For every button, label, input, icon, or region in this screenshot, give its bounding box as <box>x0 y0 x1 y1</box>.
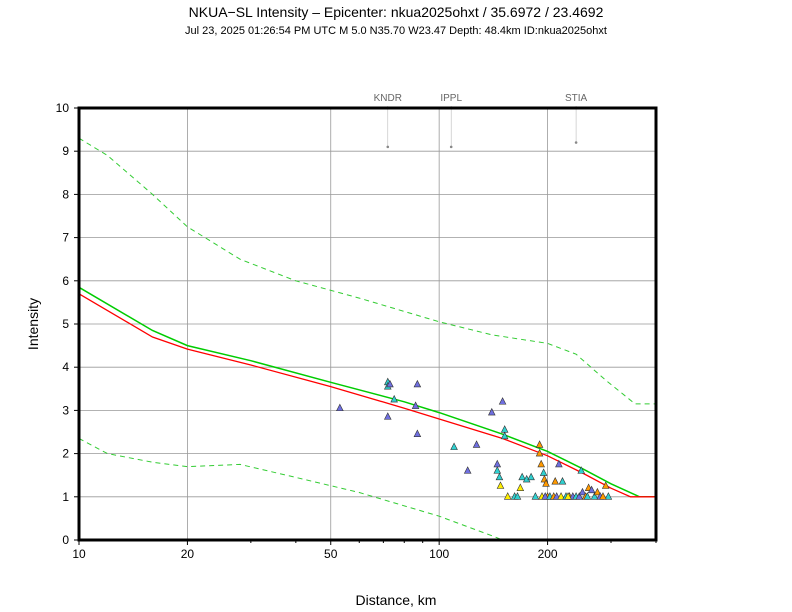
lower-bound-line <box>78 438 503 541</box>
data-point <box>599 492 607 500</box>
data-point <box>564 492 572 500</box>
data-point <box>604 492 613 500</box>
data-point <box>537 459 545 468</box>
model-lines <box>78 137 656 541</box>
data-point <box>500 425 509 433</box>
data-point <box>578 487 587 496</box>
y-tick-label: 8 <box>62 187 69 201</box>
data-point <box>555 459 563 468</box>
upper-bound-line <box>78 137 656 405</box>
chart-subtitle: Jul 23, 2025 01:26:54 PM UTC M 5.0 N35.7… <box>185 25 607 37</box>
data-point <box>542 479 550 487</box>
y-tick-label: 1 <box>62 490 69 504</box>
data-point <box>498 397 507 405</box>
data-point <box>495 472 504 481</box>
red-mean-line <box>78 293 656 498</box>
data-point <box>493 466 502 474</box>
data-point <box>390 394 398 403</box>
station-label: IPPL <box>440 93 462 104</box>
station-marker <box>449 145 453 149</box>
data-point <box>503 492 512 500</box>
data-point <box>577 466 586 474</box>
data-point <box>516 483 525 491</box>
data-point <box>531 492 540 500</box>
tick-labels: 0 1 2 3 4 5 6 7 8 9 10 10 20 50 100 200 <box>56 101 657 561</box>
y-tick-label: 9 <box>62 144 69 158</box>
station-markers: KNDR IPPL STIA <box>374 93 588 149</box>
x-tick-label: 50 <box>324 547 338 561</box>
green-mean-line <box>78 286 656 498</box>
data-point <box>513 492 522 500</box>
station-marker <box>574 141 578 144</box>
grid <box>78 107 656 541</box>
data-point <box>413 429 422 437</box>
chart-title: NKUA−SL Intensity – Epicenter: nkua2025o… <box>188 4 604 20</box>
data-point <box>472 440 481 448</box>
data-point <box>336 403 344 412</box>
data-point <box>593 487 602 496</box>
data-point <box>575 492 584 500</box>
data-point <box>551 477 560 485</box>
data-point <box>500 431 509 440</box>
data-point <box>541 492 550 500</box>
y-tick-label: 3 <box>62 403 69 417</box>
x-tick-label: 10 <box>72 547 86 561</box>
data-point <box>527 472 535 481</box>
x-axis-label: Distance, km <box>356 592 437 608</box>
data-point <box>587 485 596 494</box>
x-tick-label: 20 <box>181 547 195 561</box>
data-point <box>488 407 496 416</box>
y-tick-label: 7 <box>62 231 69 245</box>
station-label: KNDR <box>374 93 402 104</box>
y-tick-label: 10 <box>56 101 70 115</box>
x-tick-label: 100 <box>429 547 449 561</box>
x-tick-label: 200 <box>538 547 558 561</box>
station-marker <box>386 145 390 149</box>
data-point <box>496 481 505 489</box>
y-tick-label: 6 <box>62 274 69 288</box>
data-point <box>413 379 422 388</box>
y-tick-label: 2 <box>62 447 69 461</box>
data-point <box>558 477 567 485</box>
data-point <box>450 442 458 450</box>
data-point <box>463 466 472 474</box>
y-tick-label: 0 <box>62 533 69 547</box>
station-label: STIA <box>565 93 588 104</box>
data-point <box>557 492 565 500</box>
data-point <box>590 492 599 500</box>
data-point <box>493 459 502 468</box>
data-points <box>336 377 613 500</box>
data-point <box>383 412 392 420</box>
y-tick-label: 5 <box>62 317 69 331</box>
data-point <box>535 440 544 448</box>
data-point <box>386 379 394 388</box>
y-axis-label: Intensity <box>25 298 41 350</box>
data-point <box>601 481 610 489</box>
data-point <box>583 492 592 500</box>
data-point <box>539 468 548 476</box>
data-point <box>411 401 420 409</box>
data-point <box>518 472 526 481</box>
data-point <box>535 448 544 457</box>
y-tick-label: 4 <box>62 360 69 374</box>
